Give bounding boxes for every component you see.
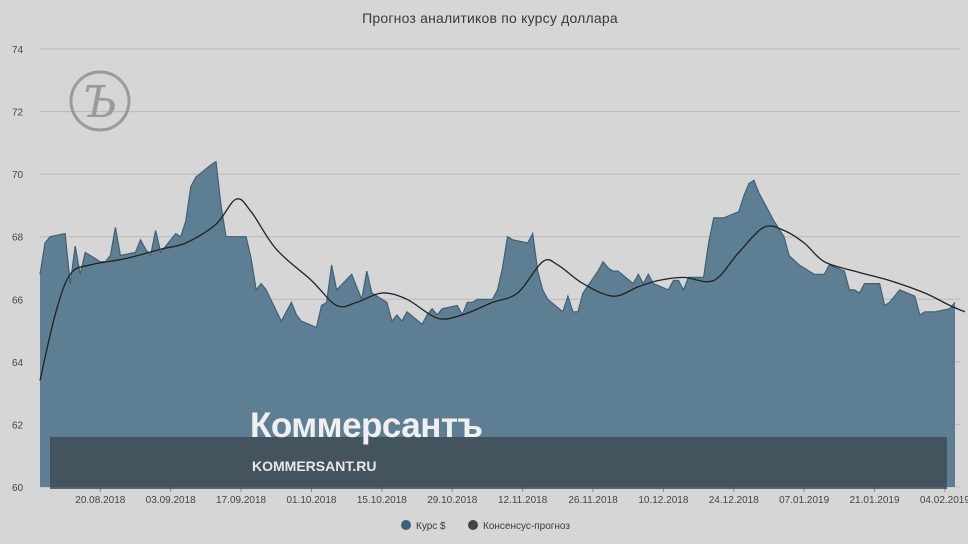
legend-marker bbox=[401, 520, 411, 530]
y-tick-label: 62 bbox=[12, 420, 24, 431]
chart-title: Прогноз аналитиков по курсу доллара bbox=[362, 10, 618, 26]
x-tick-label: 10.12.2018 bbox=[638, 495, 688, 506]
x-tick-label: 12.11.2018 bbox=[498, 495, 548, 506]
legend-label: Курс $ bbox=[416, 521, 446, 532]
y-tick-label: 68 bbox=[12, 233, 24, 244]
y-tick-label: 72 bbox=[12, 108, 24, 119]
watermark-brand: Коммерсантъ bbox=[250, 406, 483, 445]
series-line-consensus bbox=[39, 198, 966, 381]
x-tick-label: 29.10.2018 bbox=[427, 495, 477, 506]
series-area bbox=[39, 160, 956, 487]
logo-letter: Ъ bbox=[83, 77, 118, 128]
x-tick-label: 01.10.2018 bbox=[286, 495, 336, 506]
y-tick-label: 74 bbox=[12, 45, 24, 56]
x-tick-label: 15.10.2018 bbox=[357, 495, 407, 506]
legend: Курс $ Консенсус-прогноз bbox=[401, 520, 570, 532]
x-tick-label: 04.02.2019 bbox=[920, 495, 968, 506]
y-tick-label: 66 bbox=[12, 295, 24, 306]
y-tick-label: 64 bbox=[12, 358, 24, 369]
y-tick-label: 70 bbox=[12, 170, 24, 181]
x-tick-label: 17.09.2018 bbox=[216, 495, 266, 506]
series-area-fill bbox=[40, 161, 955, 487]
x-tick-label: 07.01.2019 bbox=[779, 495, 829, 506]
series-line bbox=[39, 198, 966, 381]
x-tick-label: 26.11.2018 bbox=[568, 495, 618, 506]
kommersant-logo-icon: Ъ bbox=[69, 70, 131, 132]
series-area-edge bbox=[39, 160, 956, 329]
watermark-band bbox=[50, 437, 947, 489]
legend-marker bbox=[468, 520, 478, 530]
x-tick-label: 21.01.2019 bbox=[850, 495, 900, 506]
x-tick-label: 24.12.2018 bbox=[709, 495, 759, 506]
x-tick-label: 03.09.2018 bbox=[146, 495, 196, 506]
x-tick-label: 20.08.2018 bbox=[75, 495, 125, 506]
legend-label: Консенсус-прогноз bbox=[483, 521, 570, 532]
x-axis: 20.08.2018 03.09.2018 17.09.2018 01.10.2018… bbox=[75, 487, 968, 506]
y-tick-label: 60 bbox=[12, 483, 24, 494]
watermark-site: KOMMERSANT.RU bbox=[252, 458, 376, 474]
y-axis: 60 62 64 66 68 70 72 74 bbox=[12, 45, 24, 494]
